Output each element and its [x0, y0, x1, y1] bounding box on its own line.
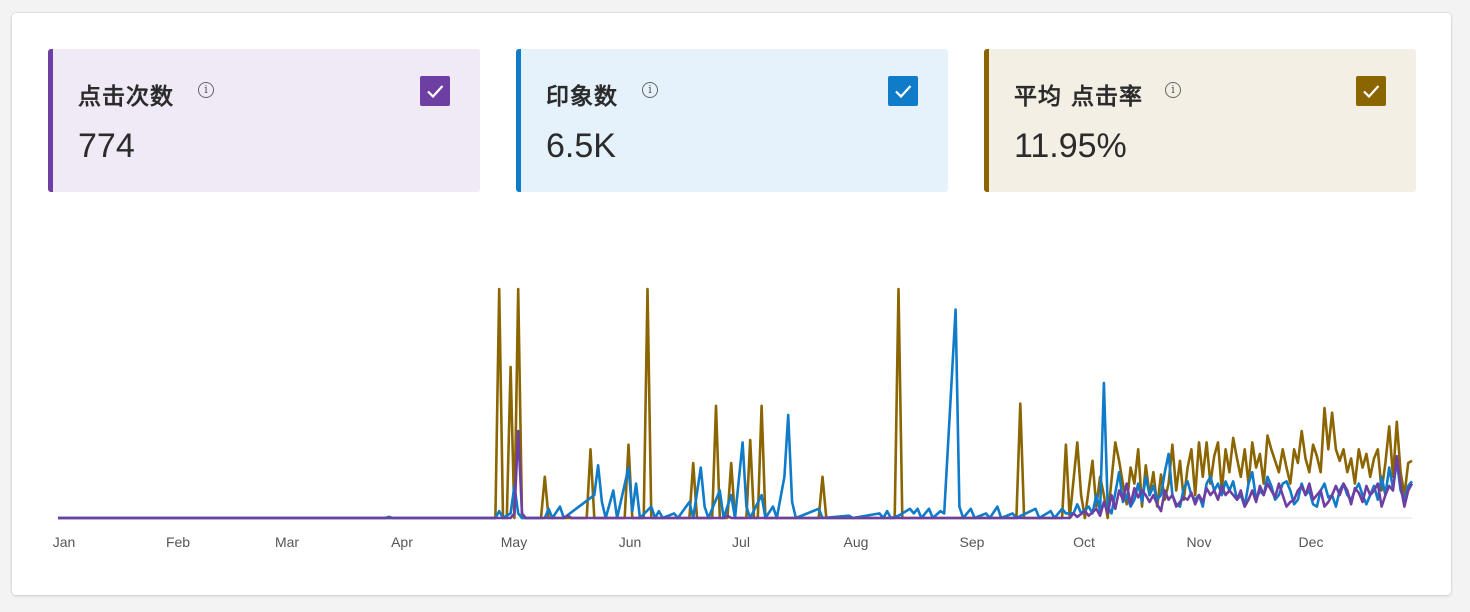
- metric-title: 平均 点击率: [1014, 84, 1144, 110]
- checkbox-clicks[interactable]: [420, 76, 450, 106]
- checkmark-icon: [1363, 85, 1380, 99]
- metric-title: 点击次数: [78, 84, 174, 110]
- x-tick-label: Nov: [1187, 534, 1212, 550]
- x-tick-label: Dec: [1299, 534, 1324, 550]
- card-accent-bar: [48, 49, 53, 192]
- info-icon[interactable]: i: [1165, 82, 1181, 98]
- x-tick-label: Apr: [391, 534, 413, 550]
- x-tick-label: May: [501, 534, 527, 550]
- x-tick-label: Jun: [619, 534, 642, 550]
- x-tick-label: Oct: [1073, 534, 1095, 550]
- checkmark-icon: [427, 85, 444, 99]
- performance-line-chart: Jan Feb Mar Apr May Jun Jul Aug Sep Oct Nov Dec: [53, 287, 1414, 550]
- x-axis-labels: Jan Feb Mar Apr May Jun Jul Aug Sep Oct Nov Dec: [53, 534, 1324, 550]
- series-line-0: [58, 287, 1413, 520]
- info-icon[interactable]: i: [198, 82, 214, 98]
- metric-card-ctr[interactable]: 平均 点击率 i 11.95%: [984, 49, 1416, 192]
- performance-panel: 点击次数 i 774 印象数 i 6.5K 平均 点击率 i 11.95% Ja…: [12, 13, 1451, 595]
- checkbox-ctr[interactable]: [1356, 76, 1386, 106]
- checkmark-icon: [895, 85, 912, 99]
- metric-value: 11.95%: [1014, 127, 1127, 165]
- card-accent-bar: [516, 49, 521, 192]
- x-tick-label: Jul: [732, 534, 750, 550]
- series-line-1: [58, 308, 1413, 520]
- series-layer: [58, 287, 1414, 520]
- info-icon[interactable]: i: [642, 82, 658, 98]
- metric-value: 774: [78, 127, 135, 165]
- metric-card-impressions[interactable]: 印象数 i 6.5K: [516, 49, 948, 192]
- metric-card-clicks[interactable]: 点击次数 i 774: [48, 49, 480, 192]
- metric-title: 印象数: [546, 84, 618, 110]
- x-tick-label: Feb: [166, 534, 190, 550]
- metric-value: 6.5K: [546, 127, 616, 165]
- x-tick-label: Sep: [960, 534, 985, 550]
- x-tick-label: Aug: [844, 534, 869, 550]
- x-tick-label: Jan: [53, 534, 76, 550]
- card-accent-bar: [984, 49, 989, 192]
- x-tick-label: Mar: [275, 534, 299, 550]
- checkbox-impressions[interactable]: [888, 76, 918, 106]
- series-line-2: [58, 429, 1414, 520]
